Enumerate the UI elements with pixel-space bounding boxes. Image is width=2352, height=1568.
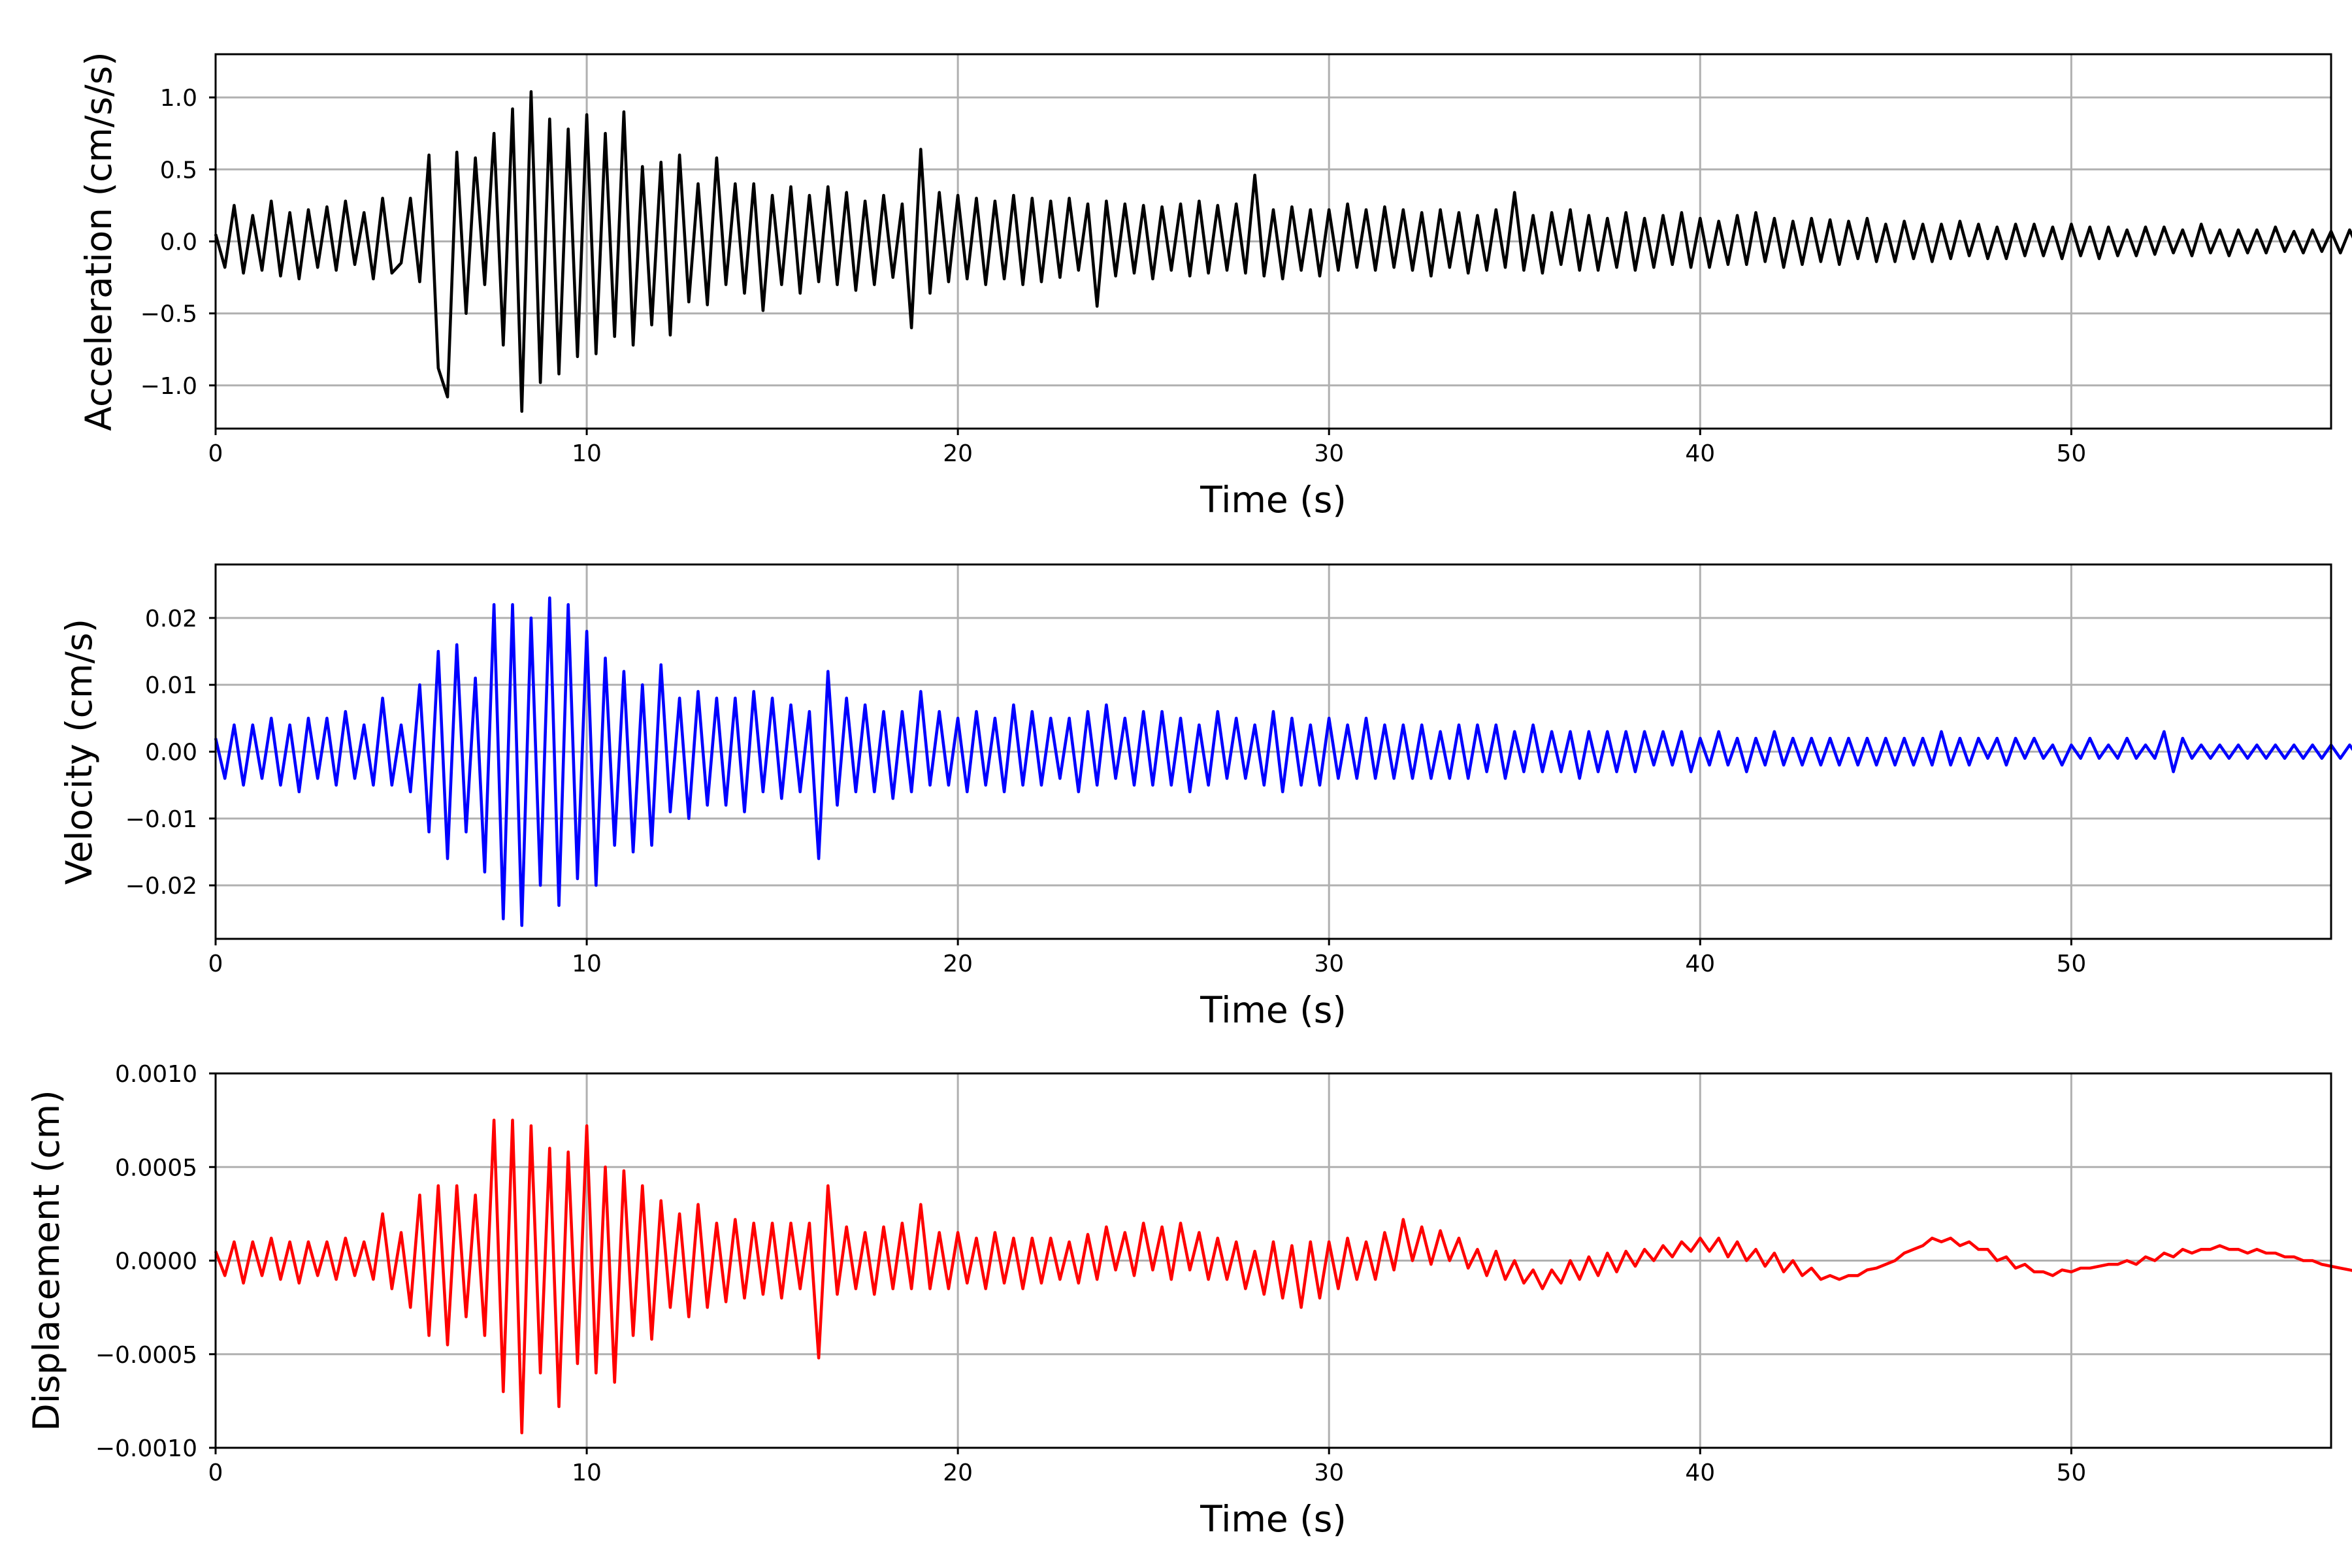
y-axis-label: Displacement (cm) (25, 1090, 67, 1431)
x-tick-label: 0 (208, 951, 223, 977)
x-tick-label: 0 (208, 440, 223, 467)
y-tick-label: −0.0010 (95, 1435, 197, 1462)
y-tick-label: 0.02 (145, 606, 197, 632)
displacement-series-line (214, 1119, 2352, 1435)
displacement-panel: 0 10 20 30 40 50 −0.0010 −0.0005 0.0000 0.0005 0.0… (25, 1061, 2352, 1540)
x-axis-label: Time (s) (1200, 989, 1347, 1031)
velocity-panel: 0 10 20 30 40 50 −0.02 −0.01 0.00 0.01 0.02 Time (s… (58, 563, 2352, 1031)
x-tick-label: 10 (572, 951, 602, 977)
y-tick-label: −0.0005 (95, 1342, 197, 1369)
x-tick-label: 20 (943, 951, 973, 977)
y-tick-label: 1.0 (160, 85, 197, 112)
y-tick-label: −0.02 (125, 873, 197, 900)
y-tick-label: −1.0 (140, 373, 197, 400)
y-tick-label: 0.00 (145, 740, 197, 766)
x-axis-label: Time (s) (1200, 479, 1347, 521)
y-tick-label: 0.5 (160, 157, 197, 184)
x-tick-label: 40 (1685, 440, 1715, 467)
y-tick-label: 0.0010 (115, 1061, 197, 1088)
x-tick-label: 50 (2056, 440, 2086, 467)
y-tick-label: 0.0005 (115, 1154, 197, 1181)
acceleration-panel: 0 10 20 30 40 50 −1.0 −0.5 0.0 0.5 1.0 Time (s) Acce… (78, 52, 2352, 521)
x-tick-label: 30 (1314, 440, 1344, 467)
x-tick-label: 30 (1314, 951, 1344, 977)
x-tick-label: 50 (2056, 1460, 2086, 1486)
x-tick-label: 20 (943, 1460, 973, 1486)
velocity-series-line (214, 596, 2352, 927)
x-tick-label: 10 (572, 1460, 602, 1486)
x-axis-label: Time (s) (1200, 1498, 1347, 1540)
x-tick-label: 50 (2056, 951, 2086, 977)
x-tick-label: 40 (1685, 951, 1715, 977)
x-tick-label: 30 (1314, 1460, 1344, 1486)
x-tick-label: 10 (572, 440, 602, 467)
y-axis-label: Acceleration (cm/s/s) (78, 52, 120, 431)
x-tick-label: 20 (943, 440, 973, 467)
x-tick-label: 0 (208, 1460, 223, 1486)
y-tick-label: 0.0000 (115, 1249, 197, 1275)
y-tick-label: −0.5 (140, 301, 197, 328)
y-axis-label: Velocity (cm/s) (58, 619, 100, 885)
acceleration-series-line (214, 90, 2352, 413)
y-tick-label: 0.01 (145, 672, 197, 699)
y-tick-label: 0.0 (160, 229, 197, 256)
y-tick-label: −0.01 (125, 806, 197, 833)
x-tick-label: 40 (1685, 1460, 1715, 1486)
